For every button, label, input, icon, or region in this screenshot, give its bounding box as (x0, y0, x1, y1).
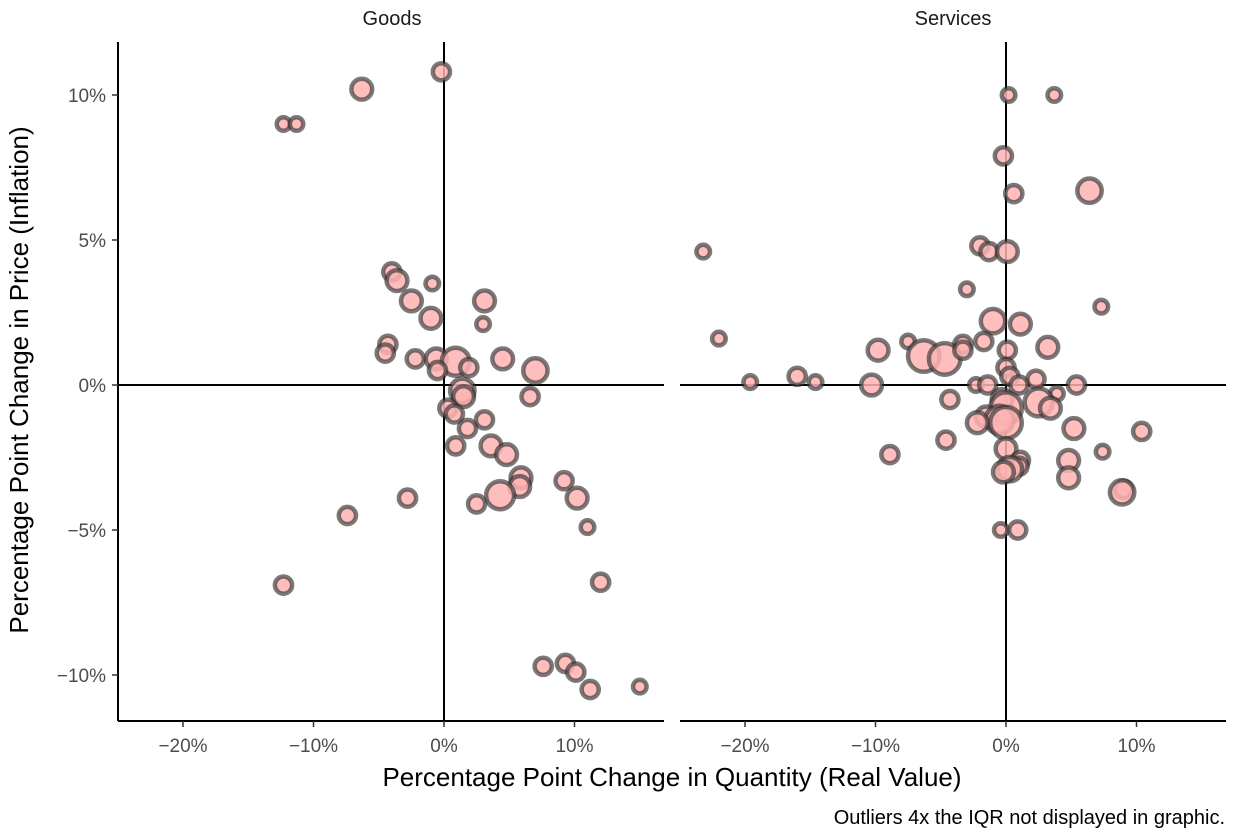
data-point (1025, 368, 1047, 391)
x-tick-label: 10% (1117, 736, 1155, 757)
data-point (457, 356, 480, 379)
caption: Outliers 4x the IQR not displayed in gra… (834, 807, 1225, 829)
data-point (957, 280, 976, 299)
data-point (1037, 395, 1064, 421)
x-tick-label: −10% (289, 736, 338, 757)
data-point (994, 238, 1020, 265)
data-point (444, 435, 467, 457)
data-point (1107, 477, 1137, 507)
data-point (553, 469, 575, 492)
y-axis: −10% −5% 0% 5% 10% (57, 42, 119, 721)
data-point (564, 485, 590, 511)
data-point (426, 359, 449, 382)
data-point (879, 443, 901, 466)
panel-title-services: Services (915, 8, 992, 30)
data-point (806, 373, 825, 392)
x-tick-label: −20% (158, 736, 207, 757)
data-point (999, 85, 1018, 105)
data-point (483, 478, 517, 512)
data-point (493, 441, 520, 468)
data-point (1093, 442, 1112, 461)
data-point (336, 504, 359, 527)
data-point (1006, 519, 1029, 541)
data-point (858, 372, 885, 398)
data-point (471, 288, 498, 314)
x-tick-label: −20% (720, 736, 769, 757)
data-point (430, 60, 453, 83)
data-point (786, 365, 809, 388)
data-point (384, 267, 410, 294)
data-point (991, 520, 1010, 540)
data-point (741, 373, 760, 392)
data-point (532, 655, 555, 678)
data-point (964, 410, 990, 436)
data-point (1008, 374, 1030, 396)
data-point (272, 574, 295, 596)
data-point (865, 337, 891, 363)
data-point (1035, 334, 1061, 360)
y-tick-label: 5% (79, 231, 107, 252)
data-point (990, 459, 1017, 485)
data-point (978, 306, 1008, 336)
x-tick-label: 10% (555, 736, 593, 757)
x-tick-label: −10% (851, 736, 900, 757)
data-point (465, 493, 488, 515)
data-point (520, 356, 550, 385)
data-point (564, 661, 587, 683)
data-point (709, 329, 728, 348)
y-tick-label: −5% (67, 521, 106, 542)
data-point (976, 374, 999, 396)
y-axis-title: Percentage Point Change in Price (Inflat… (4, 126, 34, 633)
data-point (474, 315, 493, 334)
panel-title-goods: Goods (363, 8, 422, 30)
data-point (396, 487, 419, 509)
data-points (694, 85, 1153, 541)
data-point (287, 114, 306, 134)
data-point (443, 403, 466, 425)
data-point (589, 571, 612, 594)
data-point (404, 348, 427, 370)
data-point (349, 76, 375, 102)
data-point (450, 383, 477, 410)
data-point (992, 145, 1015, 167)
data-point (952, 339, 974, 362)
panel-services: Services −20% −10% 0% 10% (680, 8, 1226, 757)
data-point (1075, 176, 1104, 206)
data-point (996, 339, 1019, 362)
data-point (473, 408, 496, 431)
data-point (418, 305, 444, 331)
data-point (374, 342, 397, 364)
panel-goods: Goods −20% −10% 0% 10% (118, 8, 664, 757)
data-point (987, 404, 1025, 441)
y-tick-label: 10% (68, 86, 106, 107)
y-tick-label: −10% (57, 666, 106, 687)
data-point (423, 274, 442, 293)
data-point (694, 242, 713, 261)
x-tick-label: 0% (430, 736, 458, 757)
data-point (1045, 85, 1064, 105)
x-axis-title: Percentage Point Change in Quantity (Rea… (382, 762, 961, 792)
data-point (1002, 182, 1025, 205)
data-point (1092, 297, 1111, 316)
data-point (935, 429, 957, 451)
data-point (579, 678, 602, 701)
data-point (398, 288, 425, 314)
data-point (519, 385, 541, 408)
data-point (972, 330, 995, 353)
data-point (490, 346, 516, 372)
data-point (939, 388, 961, 411)
data-point (1055, 465, 1082, 491)
data-point (1007, 311, 1034, 337)
data-point (456, 417, 479, 440)
data-point (578, 518, 597, 537)
data-point (1065, 374, 1088, 396)
y-tick-label: 0% (79, 376, 107, 397)
x-tick-label: 0% (992, 736, 1020, 757)
data-point (1061, 415, 1087, 442)
data-point (1130, 420, 1153, 443)
data-point (630, 677, 649, 696)
data-points (272, 60, 649, 701)
